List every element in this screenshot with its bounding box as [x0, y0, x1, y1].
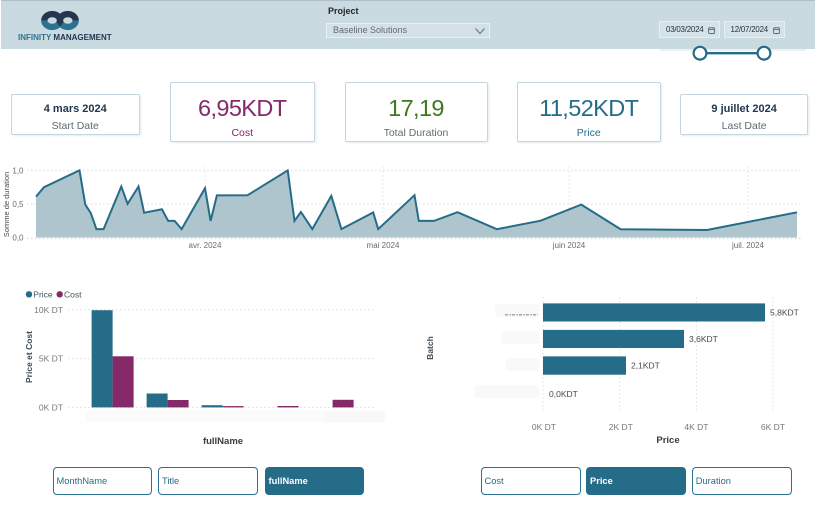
svg-text:4K DT: 4K DT [684, 422, 708, 432]
svg-text:1,0: 1,0 [12, 167, 24, 176]
svg-text:0K DT: 0K DT [532, 422, 556, 432]
svg-text:juin 2024: juin 2024 [552, 241, 586, 250]
svg-text:10K DT: 10K DT [34, 305, 63, 315]
svg-text:Somme de duration: Somme de duration [2, 172, 11, 237]
svg-text:mai 2024: mai 2024 [367, 241, 400, 250]
svg-text:2,1KDT: 2,1KDT [631, 361, 660, 371]
svg-text:5K DT: 5K DT [39, 354, 63, 364]
svg-text:juil. 2024: juil. 2024 [731, 241, 765, 250]
svg-text:Price et Cost: Price et Cost [24, 331, 34, 383]
svg-text:fullName: fullName [203, 436, 243, 447]
svg-text:avr. 2024: avr. 2024 [189, 241, 222, 250]
svg-text:0,0KDT: 0,0KDT [549, 389, 578, 399]
svg-text:Price: Price [33, 289, 53, 299]
svg-text:6K DT: 6K DT [761, 422, 785, 432]
svg-text:5,8KDT: 5,8KDT [770, 308, 799, 318]
svg-text:0K DT: 0K DT [39, 402, 63, 412]
svg-text:Cost: Cost [64, 289, 82, 299]
svg-text:2K DT: 2K DT [609, 422, 633, 432]
svg-text:0,0: 0,0 [12, 234, 24, 243]
svg-text:Batch: Batch [425, 336, 435, 360]
svg-text:Price: Price [656, 435, 679, 446]
svg-text:0,5: 0,5 [12, 200, 24, 209]
svg-text:3,6KDT: 3,6KDT [689, 334, 718, 344]
